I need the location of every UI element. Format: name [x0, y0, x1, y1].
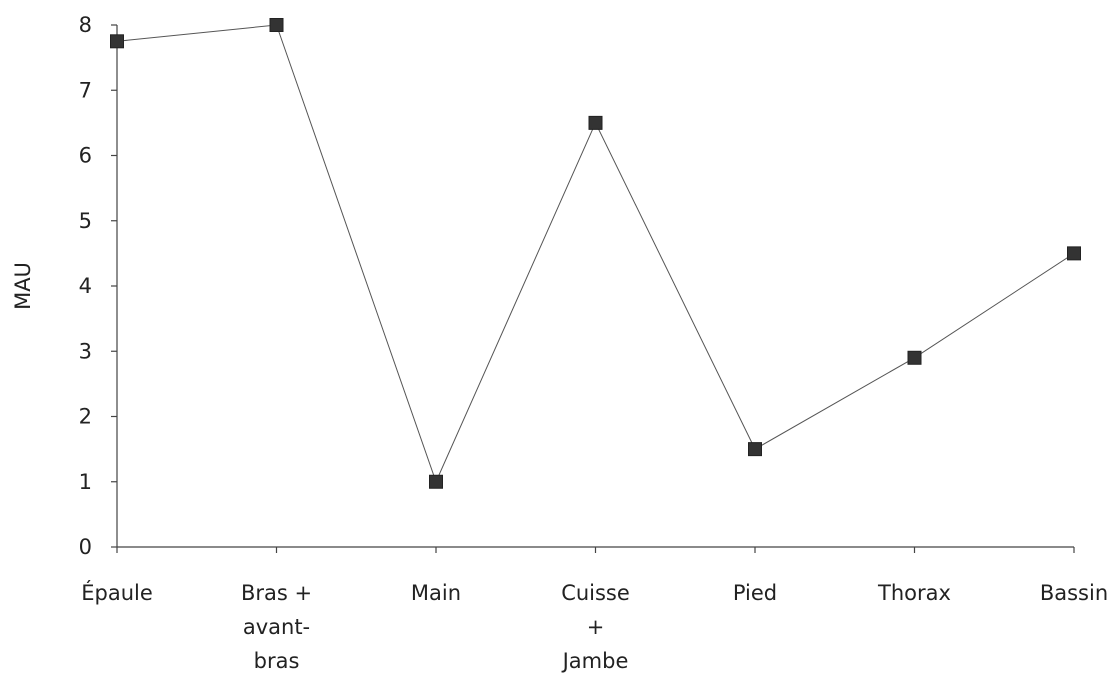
x-tick-label: Pied: [733, 581, 777, 605]
x-tick-label-line: avant-: [243, 615, 310, 639]
x-tick-label: Thorax: [877, 581, 951, 605]
y-tick-label: 1: [79, 470, 92, 494]
series-group: [110, 18, 1081, 489]
y-tick-label: 7: [79, 78, 92, 102]
x-tick-label: Épaule: [81, 580, 153, 605]
data-point-marker: [907, 350, 922, 365]
y-tick-label: 4: [79, 274, 92, 298]
x-tick-label: Cuisse + Jambe: [561, 581, 630, 673]
x-tick-label: Bassin: [1040, 581, 1108, 605]
data-point-marker: [110, 34, 124, 49]
y-axis-ticks: 0 1 2 3 4 5 6 7 8: [79, 13, 117, 559]
data-point-marker: [429, 474, 443, 489]
x-tick-label: Bras + avant-bras: [241, 581, 312, 673]
series-line: [116, 24, 1075, 484]
x-tick-label-line: Bassin: [1040, 581, 1108, 605]
y-tick-label: 5: [79, 209, 92, 233]
x-tick-label-line: Bras +: [241, 581, 312, 605]
x-tick-label-line: Pied: [733, 581, 777, 605]
y-tick-label: 8: [79, 13, 92, 37]
x-tick-label-line: +: [587, 615, 605, 639]
data-point-marker: [748, 442, 762, 457]
x-tick-label-line: Main: [411, 581, 461, 605]
data-point-marker: [269, 18, 284, 32]
x-tick-label: Main: [411, 581, 461, 605]
y-tick-label: 0: [79, 535, 92, 559]
data-point-marker: [1067, 246, 1081, 261]
x-axis-ticks: Épaule Bras + avant-bras Main Cuisse + Jambe Pi…: [81, 547, 1108, 673]
x-tick-label-line: bras: [254, 649, 300, 673]
x-tick-label-line: Cuisse: [561, 581, 630, 605]
y-axis-title: MAU: [11, 262, 35, 310]
x-tick-label-line: Épaule: [81, 580, 153, 605]
y-tick-label: 2: [79, 405, 92, 429]
x-tick-label-line: Jambe: [561, 649, 629, 673]
chart-axes: [116, 25, 1074, 548]
x-tick-label-line: Thorax: [877, 581, 951, 605]
y-tick-label: 6: [79, 144, 92, 168]
data-point-marker: [588, 115, 603, 130]
y-tick-label: 3: [79, 339, 92, 363]
